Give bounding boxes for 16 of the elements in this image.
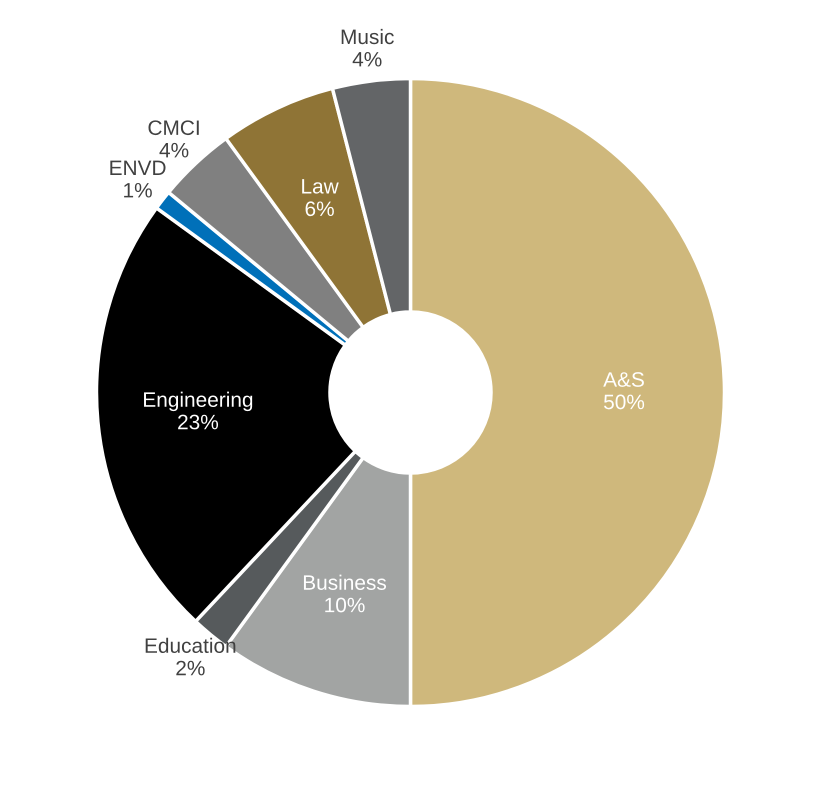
data-label: 6% (306, 201, 334, 216)
slice-label: A&S (603, 372, 644, 387)
slice-label: ENVD (110, 160, 166, 175)
data-label: 4% (159, 142, 188, 158)
slice-label: Music (342, 28, 394, 44)
data-label: 50% (604, 394, 644, 410)
data-label: 2% (176, 660, 205, 676)
slice-label: Engineering (144, 392, 252, 412)
slice-label: CMCI (148, 120, 199, 136)
data-label: 1% (124, 182, 152, 198)
slice-label: Law (302, 179, 339, 194)
slice-label: Education (146, 638, 236, 654)
data-label: 23% (178, 414, 218, 430)
data-label: 10% (325, 598, 365, 612)
data-label: 4% (352, 52, 382, 67)
slice-label: Business (304, 574, 386, 590)
